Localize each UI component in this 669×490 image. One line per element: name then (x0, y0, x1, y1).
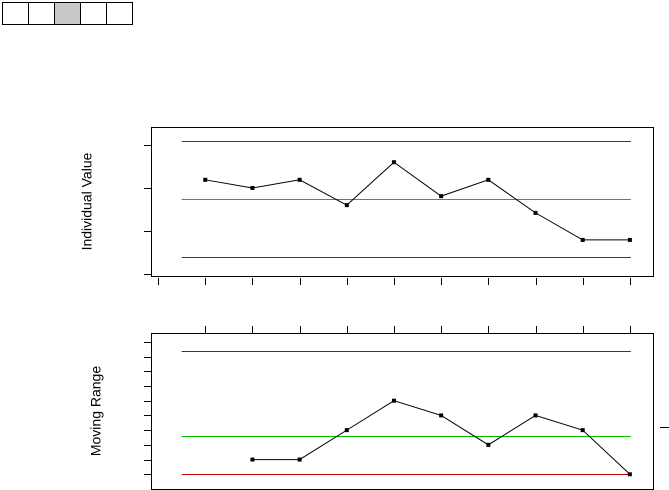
toolbar-button[interactable] (80, 2, 107, 25)
data-point (533, 210, 538, 215)
data-point (250, 457, 255, 462)
data-point (580, 237, 585, 242)
plot-frame (151, 127, 654, 277)
toolbar-button[interactable] (106, 2, 133, 25)
y-axis-label: Moving Range (88, 366, 104, 456)
data-point (627, 472, 632, 477)
data-line (205, 161, 630, 241)
toolbar (2, 2, 133, 25)
toolbar-button[interactable] (28, 2, 55, 25)
data-point (250, 185, 255, 190)
data-point (344, 428, 349, 433)
data-point (627, 237, 632, 242)
data-point (297, 177, 302, 182)
data-point (297, 457, 302, 462)
data-point (391, 160, 396, 165)
data-point (344, 203, 349, 208)
data-point (439, 413, 444, 418)
toolbar-button[interactable] (54, 2, 81, 25)
data-point (203, 177, 208, 182)
data-point (486, 442, 491, 447)
y-axis-label: Individual Value (79, 152, 95, 250)
toolbar-button[interactable] (2, 2, 29, 25)
data-point (391, 398, 396, 403)
data-point (486, 177, 491, 182)
plot-frame (151, 333, 654, 490)
data-point (580, 428, 585, 433)
data-point (533, 413, 538, 418)
data-point (439, 194, 444, 199)
data-line (252, 400, 631, 475)
